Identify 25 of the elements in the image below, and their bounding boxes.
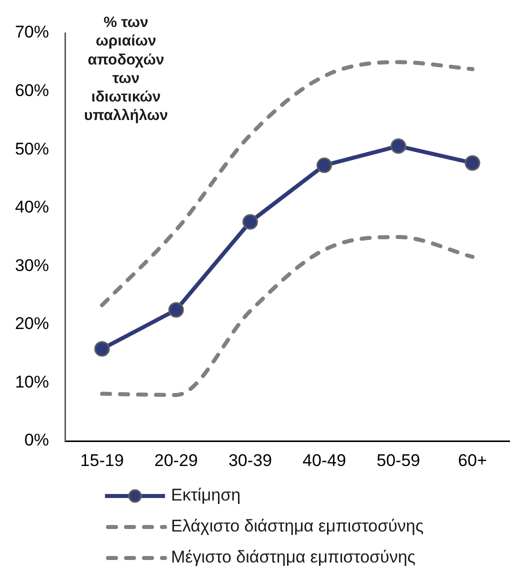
line-series bbox=[100, 235, 474, 397]
y-tick-label: 0% bbox=[24, 430, 49, 450]
point bbox=[316, 158, 332, 174]
x-tick-label: 30-39 bbox=[228, 450, 272, 470]
legend-label: Εκτίμηση bbox=[171, 486, 241, 505]
x-tick-label: 40-49 bbox=[302, 450, 346, 470]
x-tick-label: 60+ bbox=[458, 450, 487, 470]
point bbox=[168, 302, 184, 318]
y-tick-label: 20% bbox=[14, 314, 49, 334]
x-tick-label: 20-29 bbox=[154, 450, 198, 470]
legend-label: Ελάχιστο διάστημα εμπιστοσύνης bbox=[171, 516, 424, 536]
x-tick-label: 50-59 bbox=[376, 450, 420, 470]
point bbox=[390, 138, 406, 154]
legend-label: Μέγιστο διάστημα εμπιστοσύνης bbox=[171, 548, 416, 567]
y-tick-label: 60% bbox=[14, 80, 49, 100]
y-tick-label: 40% bbox=[14, 198, 49, 217]
y-tick-label: 30% bbox=[14, 256, 49, 275]
y-tick-label: 70% bbox=[14, 22, 49, 42]
point bbox=[94, 341, 110, 357]
point bbox=[242, 214, 258, 230]
y-tick-label: 10% bbox=[14, 372, 49, 392]
y-tick-label: 50% bbox=[14, 139, 49, 158]
y-axis-title: % των ωριαίων αποδοχών των ιδιωτικών υπαλλήλων bbox=[84, 14, 168, 124]
x-tick-label: 15-19 bbox=[80, 450, 124, 470]
point bbox=[464, 155, 480, 171]
